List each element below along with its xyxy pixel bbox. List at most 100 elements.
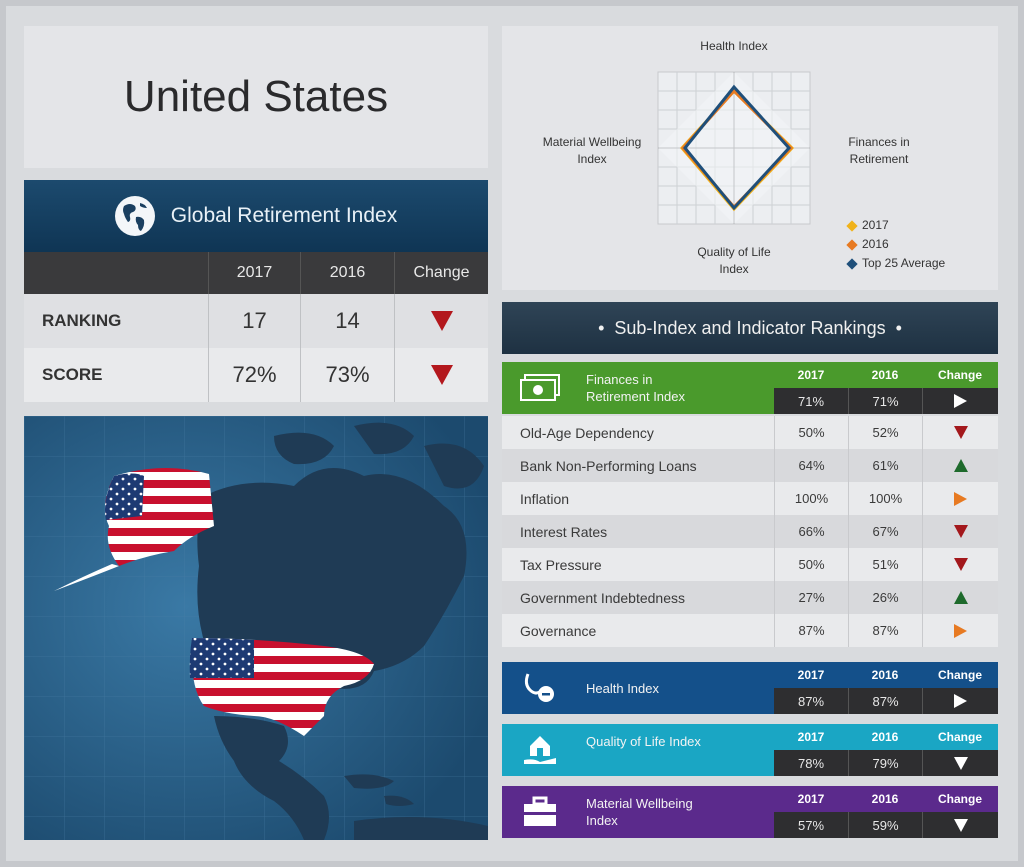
indicator-change bbox=[922, 449, 998, 482]
ranking-2016: 14 bbox=[301, 294, 395, 348]
indicator-row: Governance 87% 87% bbox=[502, 614, 998, 647]
score-label: SCORE bbox=[24, 348, 209, 402]
money-icon bbox=[518, 370, 562, 406]
indicator-change bbox=[922, 614, 998, 647]
ranking-2017: 17 bbox=[209, 294, 301, 348]
score-change bbox=[395, 348, 488, 402]
gri-col-2016: 2016 bbox=[301, 252, 395, 294]
material-2017: 57% bbox=[797, 817, 825, 833]
country-title-box: United States bbox=[24, 26, 488, 168]
quality-of-life-section: Quality of Life Index 2017 2016 Change 7… bbox=[502, 724, 998, 776]
indicator-2017: 87% bbox=[774, 614, 848, 647]
briefcase-icon bbox=[518, 794, 562, 830]
material-col-2017: 2017 bbox=[797, 792, 825, 806]
finances-section: Finances in Retirement Index 2017 2016 C… bbox=[502, 362, 998, 414]
health-year-header: 2017 2016 Change bbox=[774, 662, 998, 688]
health-col-change: Change bbox=[937, 668, 982, 682]
indicator-2016: 26% bbox=[848, 581, 922, 614]
score-2017: 72% bbox=[209, 348, 301, 402]
indicator-row: Government Indebtedness 27% 26% bbox=[502, 581, 998, 614]
health-section: Health Index 2017 2016 Change 87% 87% bbox=[502, 662, 998, 714]
qol-2017: 78% bbox=[797, 755, 825, 771]
indicator-2017: 50% bbox=[774, 416, 848, 449]
radar-right-label: Finances in Retirement bbox=[848, 135, 910, 166]
map-illustration bbox=[24, 416, 488, 840]
radar-bottom-label: Quality of Life Index bbox=[697, 245, 771, 276]
right-arrow-icon bbox=[954, 694, 967, 708]
health-values: 87% 87% bbox=[774, 688, 998, 714]
house-hand-icon bbox=[518, 732, 562, 768]
indicator-change bbox=[922, 515, 998, 548]
qol-values: 78% 79% bbox=[774, 750, 998, 776]
material-values: 57% 59% bbox=[774, 812, 998, 838]
indicator-2016: 87% bbox=[848, 614, 922, 647]
gri-blank-header bbox=[24, 252, 209, 294]
bullet-icon: • bbox=[895, 317, 902, 338]
finances-col-change: Change bbox=[937, 368, 982, 382]
radar-chart-panel: Health Index Finances in Retirement Qual… bbox=[502, 26, 998, 290]
indicator-name: Governance bbox=[520, 622, 597, 639]
gri-header: Global Retirement Index bbox=[24, 180, 488, 252]
indicator-name: Government Indebtedness bbox=[520, 589, 685, 606]
indicator-name: Inflation bbox=[520, 490, 570, 507]
right-arrow-icon bbox=[954, 623, 967, 638]
legend-item-2017: 2017 bbox=[846, 216, 945, 235]
gri-col-change: Change bbox=[413, 264, 470, 281]
diamond-icon bbox=[846, 219, 858, 232]
qol-change bbox=[922, 750, 998, 776]
finances-label: Finances in Retirement Index bbox=[586, 372, 685, 404]
right-arrow-icon bbox=[954, 491, 967, 506]
indicator-row: Bank Non-Performing Loans 64% 61% bbox=[502, 449, 998, 482]
indicator-2016: 61% bbox=[848, 449, 922, 482]
qol-2016: 79% bbox=[848, 750, 922, 776]
qol-col-change: Change bbox=[937, 730, 982, 744]
gri-col-2017: 2017 bbox=[209, 252, 301, 294]
indicator-name: Tax Pressure bbox=[520, 556, 602, 573]
indicator-row: Interest Rates 66% 67% bbox=[502, 515, 998, 548]
down-arrow-icon bbox=[953, 756, 968, 770]
health-change bbox=[922, 688, 998, 714]
up-arrow-icon bbox=[953, 459, 968, 472]
health-2017: 87% bbox=[797, 693, 825, 709]
indicator-2016: 51% bbox=[848, 548, 922, 581]
ranking-change bbox=[395, 294, 488, 348]
globe-icon bbox=[114, 196, 155, 236]
material-wellbeing-label: Material Wellbeing Index bbox=[586, 796, 693, 828]
radar-top-label: Health Index bbox=[700, 39, 768, 53]
down-arrow-icon bbox=[430, 311, 453, 331]
down-arrow-icon bbox=[953, 818, 968, 832]
indicator-2017: 27% bbox=[774, 581, 848, 614]
finances-values: 71% 71% bbox=[774, 388, 998, 414]
indicator-change bbox=[922, 581, 998, 614]
indicator-name: Bank Non-Performing Loans bbox=[520, 457, 697, 474]
indicator-2017: 66% bbox=[774, 515, 848, 548]
indicator-2017: 100% bbox=[774, 482, 848, 515]
qol-year-header: 2017 2016 Change bbox=[774, 724, 998, 750]
material-change bbox=[922, 812, 998, 838]
finances-col-2017: 2017 bbox=[797, 368, 825, 382]
indicator-2016: 100% bbox=[848, 482, 922, 515]
indicator-2017: 64% bbox=[774, 449, 848, 482]
legend-item-top25: Top 25 Average bbox=[846, 254, 945, 273]
sub-index-header: • Sub-Index and Indicator Rankings • bbox=[502, 302, 998, 354]
gri-column-headers: 2017 2016 Change bbox=[24, 252, 488, 294]
material-year-header: 2017 2016 Change bbox=[774, 786, 998, 812]
country-title: United States bbox=[123, 72, 389, 121]
indicator-2016: 67% bbox=[848, 515, 922, 548]
stethoscope-icon bbox=[518, 670, 562, 706]
down-arrow-icon bbox=[953, 525, 968, 538]
indicator-change bbox=[922, 416, 998, 449]
gri-score-row: SCORE 72% 73% bbox=[24, 348, 488, 402]
material-col-change: Change bbox=[937, 792, 982, 806]
indicator-row: Inflation 100% 100% bbox=[502, 482, 998, 515]
health-col-2017: 2017 bbox=[797, 668, 825, 682]
material-2016: 59% bbox=[848, 812, 922, 838]
quality-of-life-label: Quality of Life Index bbox=[586, 734, 701, 749]
finances-col-2016: 2016 bbox=[871, 368, 899, 382]
score-2016: 73% bbox=[301, 348, 395, 402]
indicator-name: Interest Rates bbox=[520, 523, 608, 540]
north-america-map bbox=[24, 416, 488, 840]
radar-left-label: Material Wellbeing Index bbox=[542, 135, 642, 166]
gri-ranking-row: RANKING 17 14 bbox=[24, 294, 488, 348]
indicator-row: Old-Age Dependency 50% 52% bbox=[502, 416, 998, 449]
